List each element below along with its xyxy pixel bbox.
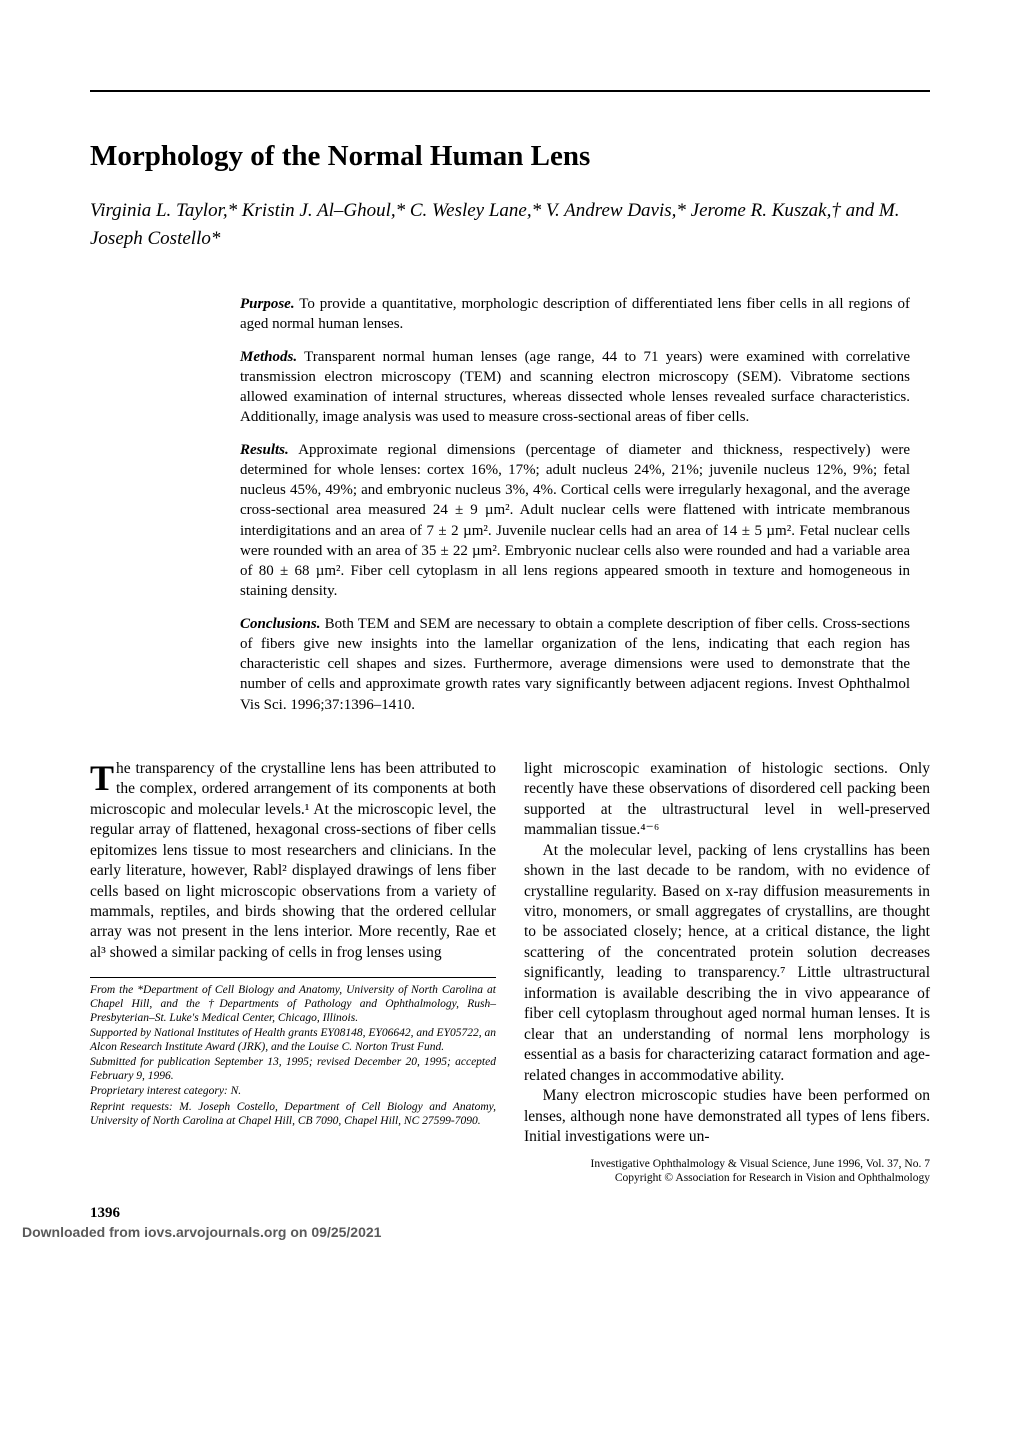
dropcap: T xyxy=(90,759,116,794)
body-p1-text: he transparency of the crystalline lens … xyxy=(90,760,496,961)
purpose-label: Purpose. xyxy=(240,296,295,312)
methods-label: Methods. xyxy=(240,349,297,365)
body-columns: The transparency of the crystalline lens… xyxy=(90,759,930,1186)
abstract-purpose: Purpose. To provide a quantitative, morp… xyxy=(240,294,910,335)
page-number: 1396 xyxy=(90,1205,120,1222)
footnote-affiliation: From the *Department of Cell Biology and… xyxy=(90,983,496,1025)
body-p4: Many electron microscopic studies have b… xyxy=(524,1086,930,1147)
journal-line2: Copyright © Association for Research in … xyxy=(524,1171,930,1185)
body-p3: At the molecular level, packing of lens … xyxy=(524,841,930,1086)
top-rule xyxy=(90,90,930,92)
footnotes-block: From the *Department of Cell Biology and… xyxy=(90,977,496,1127)
body-p1: The transparency of the crystalline lens… xyxy=(90,759,496,964)
download-watermark: Downloaded from iovs.arvojournals.org on… xyxy=(22,1224,381,1240)
footnote-reprint: Reprint requests: M. Joseph Costello, De… xyxy=(90,1100,496,1128)
column-left: The transparency of the crystalline lens… xyxy=(90,759,496,1186)
conclusions-text: Both TEM and SEM are necessary to obtain… xyxy=(240,616,910,713)
footnote-support: Supported by National Institutes of Heal… xyxy=(90,1026,496,1054)
results-text: Approximate regional dimensions (percent… xyxy=(240,442,910,600)
abstract-results: Results. Approximate regional dimensions… xyxy=(240,440,910,602)
column-right: light microscopic examination of histolo… xyxy=(524,759,930,1186)
footnote-proprietary: Proprietary interest category: N. xyxy=(90,1084,496,1098)
abstract-block: Purpose. To provide a quantitative, morp… xyxy=(240,294,910,715)
abstract-methods: Methods. Transparent normal human lenses… xyxy=(240,347,910,428)
conclusions-label: Conclusions. xyxy=(240,616,320,632)
body-p2: light microscopic examination of histolo… xyxy=(524,759,930,841)
results-label: Results. xyxy=(240,442,289,458)
abstract-conclusions: Conclusions. Both TEM and SEM are necess… xyxy=(240,614,910,715)
article-title: Morphology of the Normal Human Lens xyxy=(90,140,930,173)
footnote-dates: Submitted for publication September 13, … xyxy=(90,1055,496,1083)
purpose-text: To provide a quantitative, morphologic d… xyxy=(240,296,910,332)
page-footer: 1396 xyxy=(90,1205,930,1222)
journal-footnote: Investigative Ophthalmology & Visual Sci… xyxy=(524,1157,930,1185)
journal-line1: Investigative Ophthalmology & Visual Sci… xyxy=(524,1157,930,1171)
methods-text: Transparent normal human lenses (age ran… xyxy=(240,349,910,426)
author-list: Virginia L. Taylor,* Kristin J. Al–Ghoul… xyxy=(90,197,930,252)
